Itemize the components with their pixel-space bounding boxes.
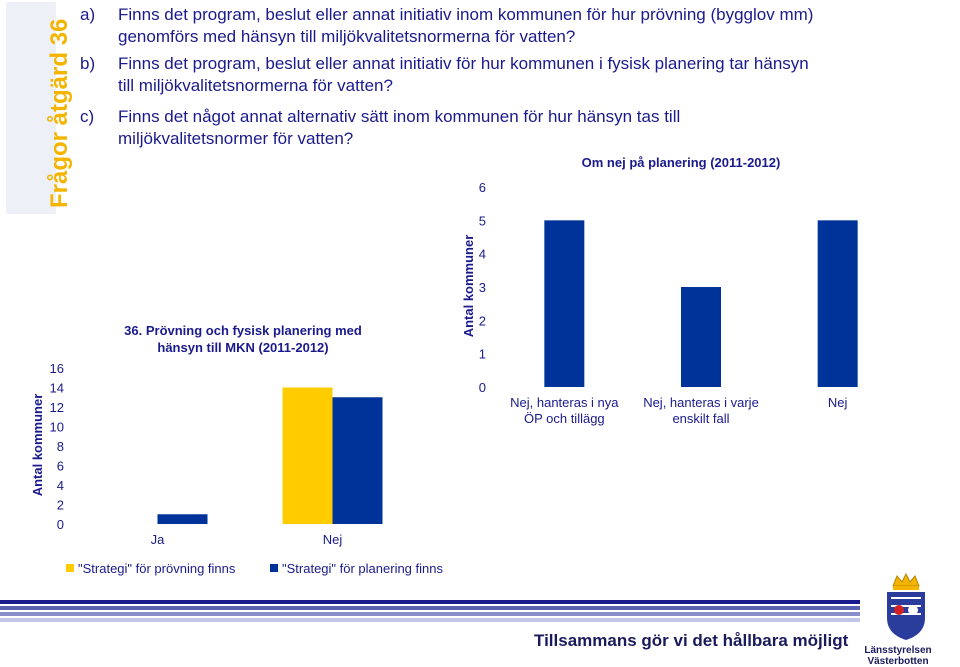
chart1-xtick-1: Nej [323,532,343,547]
chart2-bar-2 [817,220,858,387]
chart1-ytick-8: 16 [50,361,64,376]
chart2-ytick-0: 0 [479,380,486,395]
chart1-ytick-6: 12 [50,400,64,415]
chart1-title-line2: hänsyn till MKN (2011-2012) [157,340,328,355]
footer-tagline: Tillsammans gör vi det hållbara möjligt [534,631,849,650]
chart2-ylabel: Antal kommuner [461,235,476,338]
footer-stripe [0,600,860,626]
sidebar-panel [6,2,56,214]
chart2-ytick-1: 1 [479,347,486,362]
chart2-xtick-1-line0: Nej, hanteras i varje [643,395,759,410]
chart1-plot: 0 2 4 6 8 10 12 14 16 Ja Nej [50,361,383,547]
chart1-ytick-0: 0 [57,517,64,532]
chart1-ytick-5: 10 [50,420,64,435]
chart1-ytick-3: 6 [57,459,64,474]
chart1-ylabel: Antal kommuner [30,394,45,497]
chart1-ytick-7: 14 [50,381,64,396]
question-b-line2: till miljökvalitetsnormerna för vatten? [118,76,393,95]
chart1-bar-0-1 [157,514,208,524]
chart1-ytick-4: 8 [57,439,64,454]
legend-label-provning: "Strategi" för prövning finns [78,561,236,576]
legend-label-planering: "Strategi" för planering finns [282,561,443,576]
chart1-bar-1-1 [332,397,383,524]
coat-of-arms-logo [873,572,939,666]
chart2-bar-1 [681,287,721,387]
chart2-ytick-6: 6 [479,180,486,195]
logo-text: Länsstyrelsen Västerbotten [858,645,938,667]
question-c-line1: Finns det något annat alternativ sätt in… [118,107,681,126]
chart1-xtick-0: Ja [151,532,166,547]
chart1-ytick-1: 2 [57,498,64,513]
question-c-label: c) [80,107,95,126]
legend-swatch-provning [66,564,74,572]
logo-text-line2: Västerbotten [867,656,929,667]
question-a-line1: Finns det program, beslut eller annat in… [118,5,814,24]
question-c-line2: miljökvalitetsnormer för vatten? [118,129,354,148]
question-b-label: b) [80,54,96,73]
question-b-line1: Finns det program, beslut eller annat in… [118,54,809,73]
chart2-ytick-4: 4 [479,247,486,262]
chart2-ytick-3: 3 [479,280,486,295]
chart1-ytick-2: 4 [57,478,64,493]
logo-text-line1: Länsstyrelsen [864,645,932,656]
chart2-xtick-0-line0: Nej, hanteras i nya [510,395,619,410]
chart2-xtick-1-line1: enskilt fall [672,411,729,426]
chart1-bar-1-0 [282,387,333,524]
question-a-line2: genomförs med hänsyn till miljökvalitets… [118,27,576,46]
legend-swatch-planering [270,564,278,572]
chart2-bar-0 [544,220,585,387]
chart2-title: Om nej på planering (2011-2012) [582,155,781,170]
chart1-title-line1: 36. Prövning och fysisk planering med [124,323,362,338]
question-a-label: a) [80,5,96,24]
chart2-ytick-5: 5 [479,213,486,228]
chart2-xtick-0-line1: ÖP och tillägg [524,411,605,426]
chart2-ytick-2: 2 [479,313,486,328]
charts-canvas: 36. Prövning och fysisk planering med hä… [30,155,858,576]
chart2-xtick-2-line0: Nej [828,395,848,410]
